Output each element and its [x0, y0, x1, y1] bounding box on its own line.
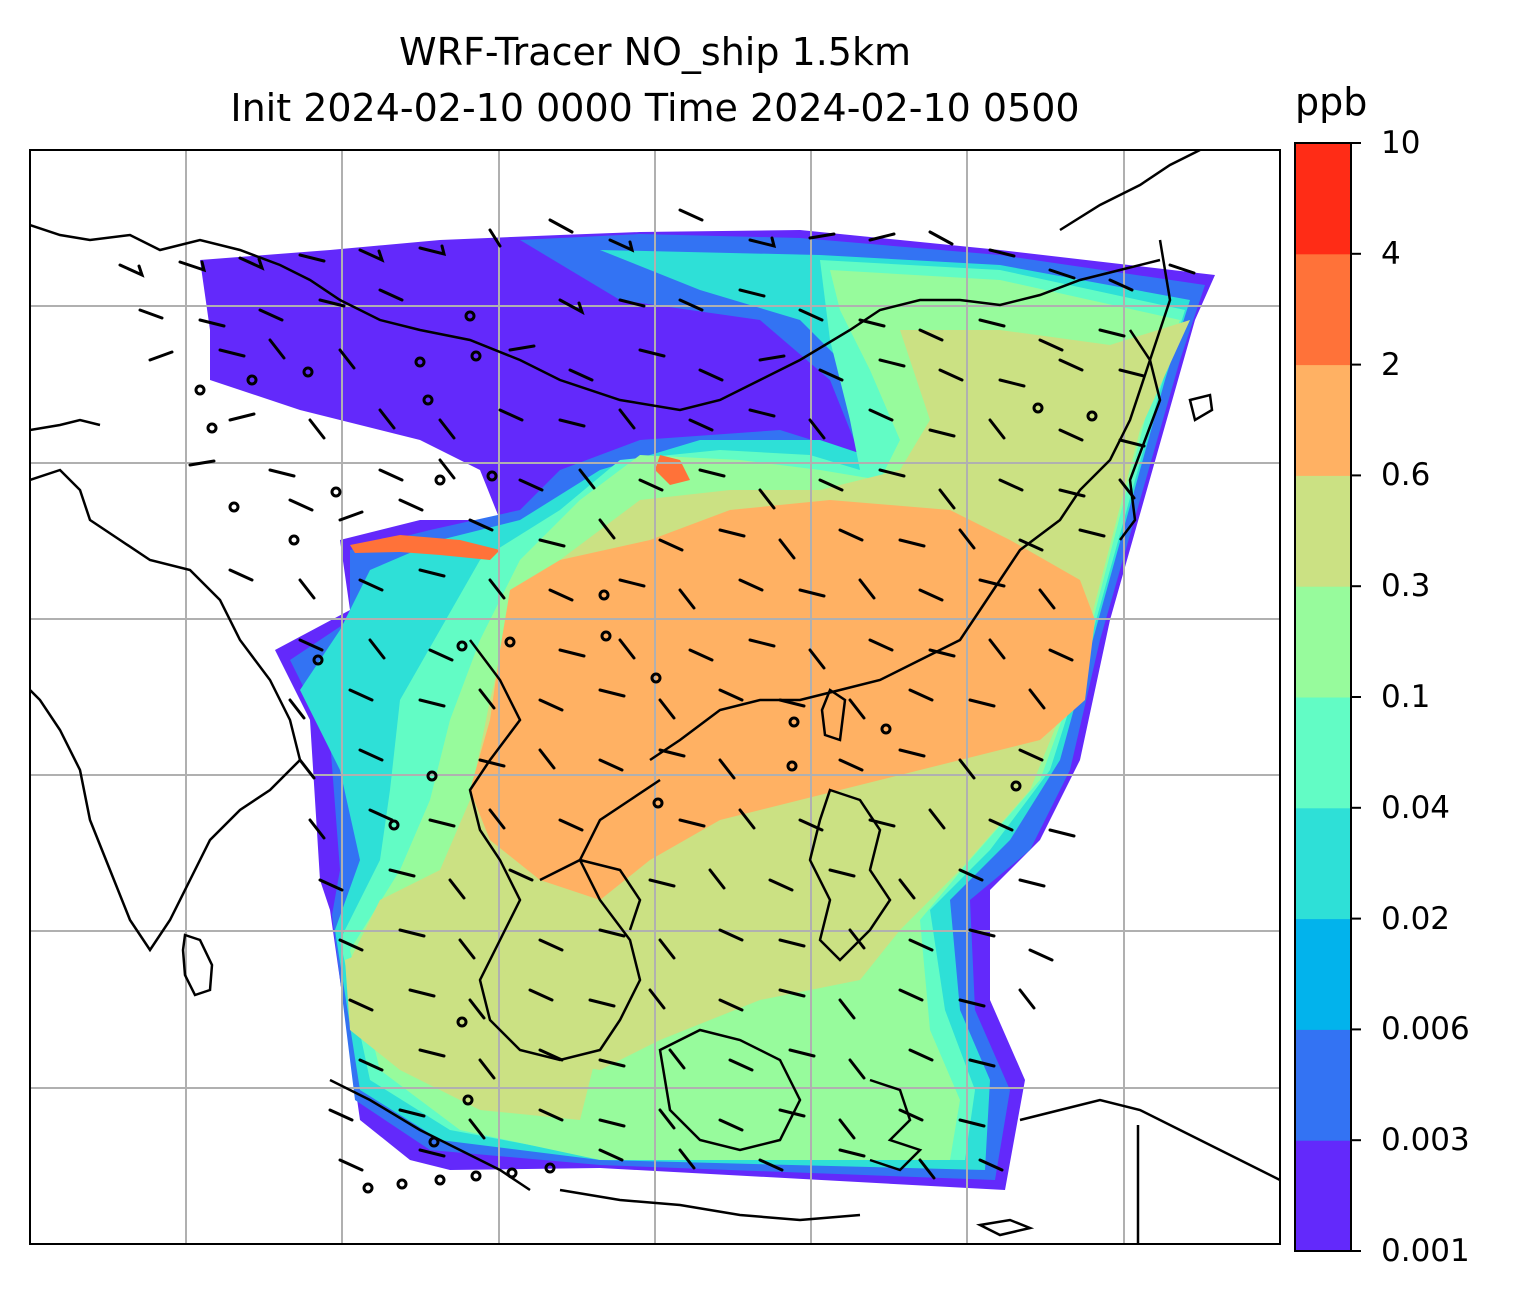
colorbar-tick-label: 0.006: [1381, 1011, 1470, 1048]
colorbar-swatch: [1295, 586, 1351, 698]
colorbar-swatch: [1295, 1140, 1351, 1252]
coast-srilanka: [181, 933, 214, 997]
colorbar-tick-label: 0.04: [1381, 789, 1451, 826]
coast-borneo: [658, 1028, 802, 1152]
coast-china-east: [649, 239, 1172, 762]
coast-india: [30, 468, 302, 953]
coast-indochina: [468, 639, 661, 1062]
coast-gulf: [539, 858, 642, 931]
colorbar-swatch: [1295, 807, 1351, 920]
gridlines: [30, 150, 1280, 1244]
colorbar-tick-label: 0.003: [1381, 1122, 1470, 1159]
colorbar-tick-label: 2: [1381, 346, 1401, 383]
colorbar-unit: ppb: [1295, 80, 1368, 124]
colorbar-swatch: [1295, 364, 1351, 476]
colorbar-tick-label: 10: [1381, 125, 1421, 161]
colorbar-tick-label: 4: [1381, 235, 1401, 272]
colorbar-tick-label: 0.6: [1381, 457, 1431, 494]
field-orange-red-strip: [350, 535, 500, 560]
wind-barbs: [118, 208, 1196, 1180]
colorbar-swatch: [1295, 1029, 1351, 1141]
colorbar-tick-label: 0.1: [1381, 679, 1431, 715]
colorbar-swatch: [1295, 253, 1351, 366]
coast-korea: [1119, 329, 1162, 541]
map-plot-area: [30, 150, 1280, 1244]
coastlines: [30, 150, 1280, 1244]
colorbar-swatch: [1295, 697, 1351, 809]
colorbar: [1294, 142, 1361, 1252]
coast-west: [30, 418, 101, 432]
colorbar-swatch: [1295, 918, 1351, 1030]
colorbar-tick-label: 0.3: [1381, 568, 1431, 605]
map-title-line1: WRF-Tracer NO_ship 1.5km: [399, 30, 911, 74]
colorbar-swatch: [1295, 475, 1351, 587]
calm-wind-circles: [194, 310, 1098, 1194]
coast-newguinea: [1019, 1098, 1280, 1182]
coast-japan: [1188, 393, 1214, 422]
map-title-line2: Init 2024-02-10 0000 Time 2024-02-10 050…: [230, 86, 1080, 130]
coast-java: [559, 1188, 861, 1222]
map-frame: [29, 149, 1281, 1245]
coast-taiwan: [820, 688, 847, 742]
colorbar-swatch: [1295, 143, 1351, 255]
coast-sulawesi: [869, 1078, 923, 1172]
coast-philippines: [808, 788, 892, 962]
coast-sumatra: [329, 1078, 531, 1192]
field-olive-south: [345, 930, 600, 1120]
coast-timor: [976, 1218, 1035, 1237]
coast-north: [30, 223, 1161, 412]
colorbar-tick-label: 0.02: [1381, 900, 1451, 937]
colorbar-tick-label: 0.001: [1381, 1233, 1470, 1269]
coast-russia-ne: [1059, 150, 1201, 232]
